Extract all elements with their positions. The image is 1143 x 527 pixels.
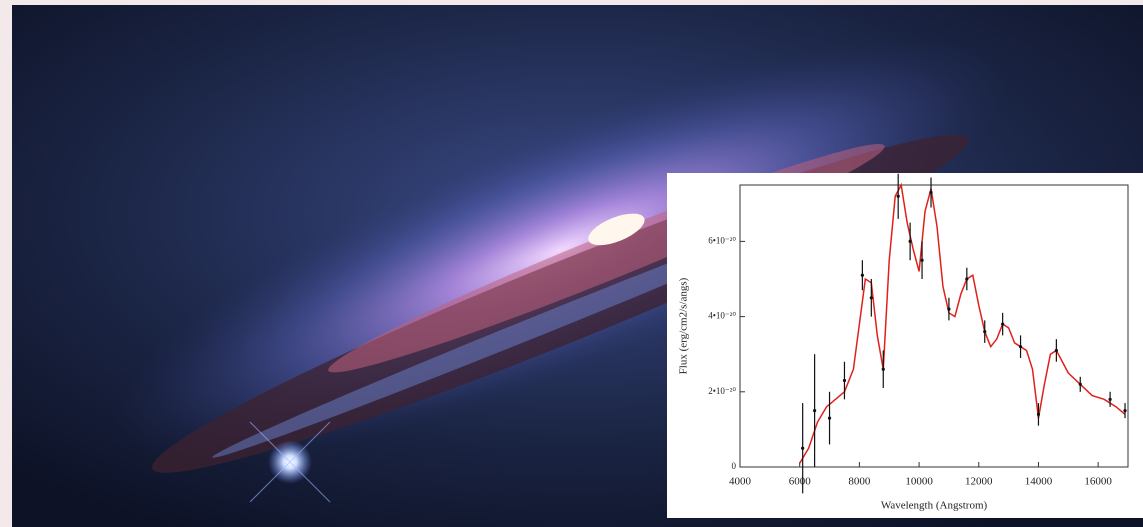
data-point bbox=[882, 368, 885, 371]
data-point bbox=[1001, 323, 1004, 326]
page: {"chart_data": {"type": "line", "xlabel"… bbox=[0, 0, 1143, 527]
y-tick-label: 4•10⁻²⁰ bbox=[708, 311, 736, 321]
x-tick-label: 6000 bbox=[789, 476, 812, 488]
chart-inset bbox=[667, 173, 1143, 518]
data-point bbox=[920, 259, 923, 262]
data-point bbox=[861, 274, 864, 277]
data-point bbox=[1108, 398, 1111, 401]
data-point bbox=[1055, 349, 1058, 352]
data-point bbox=[929, 191, 932, 194]
data-point bbox=[965, 277, 968, 280]
data-point bbox=[947, 307, 950, 310]
y-tick-label: 0 bbox=[732, 461, 737, 471]
x-tick-label: 8000 bbox=[848, 476, 871, 488]
data-point bbox=[1037, 413, 1040, 416]
data-point bbox=[897, 195, 900, 198]
y-axis-label: Flux (erg/cm2/s/angs) bbox=[678, 277, 690, 374]
data-point bbox=[1079, 383, 1082, 386]
x-tick-label: 14000 bbox=[1025, 476, 1053, 488]
data-point bbox=[1123, 409, 1126, 412]
screenshot: Wavelength (Angstrom) Flux (erg/cm2/s/an… bbox=[0, 0, 1143, 527]
data-point bbox=[870, 296, 873, 299]
y-tick-label: 2•10⁻²⁰ bbox=[708, 386, 736, 396]
data-point bbox=[983, 330, 986, 333]
data-point bbox=[843, 379, 846, 382]
data-point bbox=[813, 409, 816, 412]
x-tick-label: 10000 bbox=[905, 476, 933, 488]
data-point bbox=[909, 240, 912, 243]
x-tick-label: 16000 bbox=[1084, 476, 1112, 488]
x-axis-label: Wavelength (Angstrom) bbox=[881, 500, 988, 512]
y-tick-label: 6•10⁻²⁰ bbox=[708, 235, 736, 245]
data-point bbox=[828, 417, 831, 420]
data-point bbox=[1019, 345, 1022, 348]
x-tick-label: 12000 bbox=[965, 476, 993, 488]
data-point bbox=[801, 447, 804, 450]
x-tick-label: 4000 bbox=[729, 476, 752, 488]
